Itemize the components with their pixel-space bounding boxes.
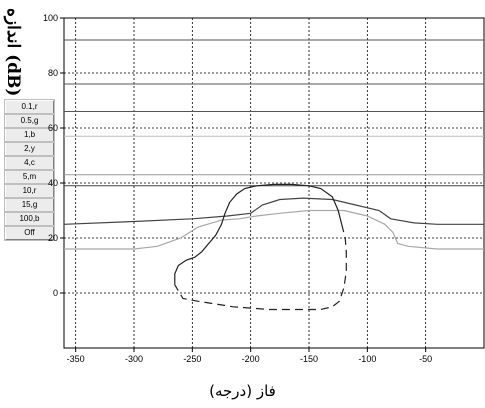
x-tick-label: -350: [67, 354, 85, 364]
x-tick-label: -250: [183, 354, 201, 364]
x-tick-label: -50: [419, 354, 432, 364]
x-axis-label: فاز (درجه): [0, 382, 485, 400]
nichols-chart: -350 -300 -250 -200 -150 -100 -50 100 80 60 40 20 0: [0, 0, 485, 380]
y-tick-label: 0: [53, 288, 58, 298]
y-tick-label: 80: [48, 68, 58, 78]
y-tick-label: 20: [48, 233, 58, 243]
y-tick-label: 40: [48, 178, 58, 188]
x-tick-label: -200: [242, 354, 260, 364]
x-tick-label: -100: [358, 354, 376, 364]
x-tick-label: -150: [300, 354, 318, 364]
y-tick-label: 100: [43, 13, 58, 23]
y-tick-labels: 100 80 60 40 20 0: [43, 13, 58, 298]
x-tick-labels: -350 -300 -250 -200 -150 -100 -50: [67, 354, 433, 364]
x-tick-label: -300: [125, 354, 143, 364]
y-tick-label: 60: [48, 123, 58, 133]
